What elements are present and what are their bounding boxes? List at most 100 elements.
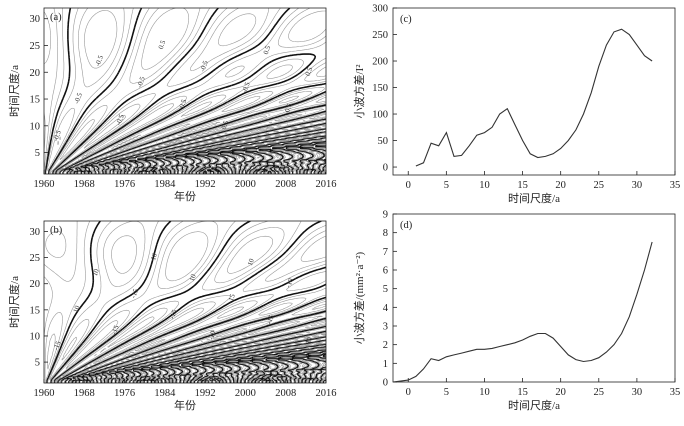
x-tick-label: 1968	[74, 388, 95, 399]
contour-value-label: -15	[265, 313, 276, 325]
contour-value-label: 10	[149, 252, 159, 262]
positive-contour	[49, 221, 326, 383]
y-tick-label: 250	[372, 30, 388, 41]
contour-value-label: -10	[207, 329, 218, 341]
y-tick-label: 20	[30, 279, 41, 290]
series-line	[415, 28, 653, 167]
y-tick-label: 5	[383, 284, 388, 295]
x-tick-label: 30	[632, 387, 643, 398]
x-tick-label: 1992	[195, 388, 216, 399]
contour-value-label: 10	[304, 335, 314, 345]
x-tick-label: 0	[406, 387, 411, 398]
panel-label-a: (a)	[50, 12, 62, 23]
y-tick-label: 8	[383, 228, 388, 239]
x-axis-label: 年份	[174, 398, 196, 412]
positive-contour	[47, 221, 326, 383]
x-tick-label: 2016	[316, 179, 337, 190]
y-tick-label: 150	[372, 83, 388, 94]
y-tick-label: 25	[30, 41, 41, 52]
x-tick-label: 1976	[114, 179, 135, 190]
y-tick-label: 1	[383, 359, 388, 370]
plot-frame-c	[392, 7, 676, 176]
contour-value-label: -0.5	[73, 91, 84, 105]
y-tick-label: 7	[383, 247, 388, 258]
x-tick-label: 1960	[34, 179, 55, 190]
x-tick-label: 1984	[154, 179, 176, 190]
y-axis-label: 小波方差/(mm²·a⁻²)	[352, 251, 366, 344]
y-tick-label: 0	[383, 378, 388, 389]
axes-d: 0 5 10 15 20 25 30 35 0 1 2 3 4 5 6 7 8 9 时间尺度/a 小波方差/(mm²·…	[352, 210, 680, 413]
y-tick-label: 300	[372, 4, 388, 15]
y-tick-label: 50	[378, 136, 389, 147]
y-tick-label: 15	[30, 95, 41, 106]
y-tick-label: 30	[30, 227, 41, 238]
contour-value-label: -0.5	[198, 59, 209, 73]
y-tick-label: 200	[372, 57, 388, 68]
y-tick-label: 5	[35, 148, 40, 159]
x-tick-label: 30	[632, 180, 643, 191]
positive-contour	[61, 235, 326, 362]
y-tick-label: 2	[383, 340, 388, 351]
contour-value-label: 10	[91, 267, 101, 277]
x-tick-label: 15	[517, 387, 528, 398]
contour-value-label: -15	[52, 339, 63, 351]
axes-a: 1960 1968 1976 1984 1992 2000 2008 2016 5 10 15 20 2…	[7, 14, 337, 203]
panel-label-b: (b)	[50, 225, 63, 236]
y-tick-label: 100	[372, 110, 388, 121]
x-tick-label: 35	[670, 387, 681, 398]
x-tick-label: 1968	[74, 179, 95, 190]
panel-b: -15 10 10 -15 -15 10 -15 10 -10 -15 10 -15 -10 10 (b)…	[7, 220, 337, 412]
contour-value-label: -0.5	[115, 113, 126, 127]
x-axis-label: 时间尺度/a	[508, 191, 560, 205]
y-tick-label: 3	[383, 322, 388, 333]
negative-contour	[57, 10, 325, 151]
contour-value-label: -0.5	[52, 129, 63, 143]
contour-value-label: -15	[226, 292, 237, 304]
x-tick-label: 20	[555, 387, 566, 398]
x-tick-label: 2008	[275, 388, 296, 399]
contour-value-label: -0.5	[94, 54, 105, 68]
x-tick-label: 25	[594, 387, 605, 398]
y-tick-label: 10	[30, 331, 41, 342]
contour-value-label: 10	[72, 304, 82, 314]
x-tick-label: 1976	[114, 388, 135, 399]
x-tick-label: 2000	[235, 388, 256, 399]
x-tick-label: 35	[670, 180, 681, 191]
panel-label-c: (c)	[400, 14, 412, 25]
contour-value-label: 0.5	[178, 98, 189, 109]
x-tick-label: 5	[444, 387, 449, 398]
contour-value-label: -0.5	[240, 81, 251, 95]
axes-b: 1960 1968 1976 1984 1992 2000 2008 2016 5 10 15 20 2…	[7, 227, 337, 412]
x-tick-label: 2000	[235, 179, 256, 190]
contour-value-label: 0.5	[262, 44, 273, 55]
x-tick-label: 15	[517, 180, 528, 191]
x-tick-label: 20	[555, 180, 566, 191]
panel-d: (d) 0 5 10 15 20 25 30 35 0 1 2 3 4 5 6 7 8 9 时间尺度/a 小波方差/(…	[352, 210, 680, 413]
series-line	[392, 241, 653, 383]
panel-a: -0.5 -0.5 -0.5 -0.5 -0.5 0.5 0.5 -0.5 0.5 -0.5 0.5…	[7, 7, 337, 203]
contour-value-label: -15	[129, 287, 140, 299]
y-axis-label: 时间尺度/a	[7, 65, 21, 117]
y-tick-label: 9	[383, 210, 388, 221]
negative-contour	[45, 231, 326, 373]
plot-frame-a	[43, 7, 327, 175]
plot-frame-d	[392, 213, 676, 383]
y-tick-label: 15	[30, 305, 41, 316]
axes-c: 0 5 10 15 20 25 30 35 0 50 100 150 200 250 300 时间尺度/a 小波…	[352, 4, 680, 206]
positive-contour	[44, 8, 326, 174]
zero-contour	[46, 221, 326, 383]
plot-frame-b	[43, 220, 327, 384]
y-tick-label: 0	[383, 163, 388, 174]
contour-value-label: 0.5	[304, 66, 315, 77]
x-tick-label: 10	[479, 387, 490, 398]
y-tick-label: 6	[383, 266, 388, 277]
x-tick-label: 1960	[34, 388, 55, 399]
x-axis-label: 年份	[174, 189, 196, 203]
positive-contour	[44, 8, 326, 162]
x-tick-label: 10	[479, 180, 490, 191]
contour-value-label: 10	[188, 273, 198, 283]
x-tick-label: 5	[444, 180, 449, 191]
contour-value-label: 0.5	[220, 119, 231, 130]
contour-value-label: -10	[284, 277, 295, 289]
